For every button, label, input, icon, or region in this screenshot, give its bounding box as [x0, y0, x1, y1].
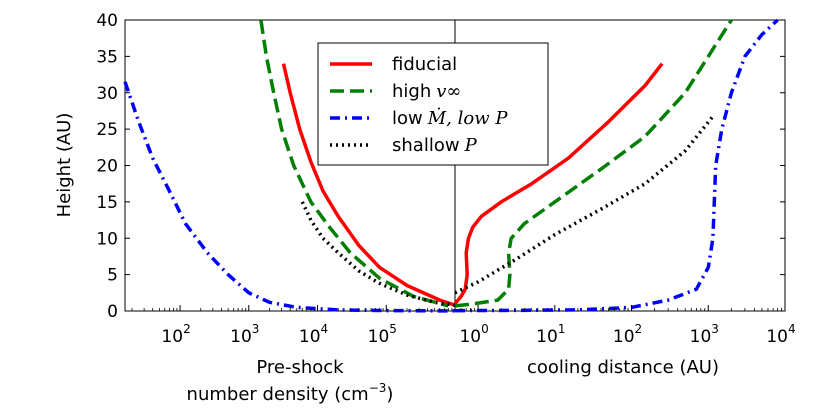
y-tick-label: 20	[96, 157, 118, 177]
legend-label-shallow_p: shallow P	[392, 135, 478, 156]
x-tick-label: 102	[613, 322, 642, 347]
right-series-low_mdot_low_p	[454, 18, 779, 313]
legend-label-high_vinf: high v∞	[392, 81, 461, 102]
legend-label-low_mdot_low_p: low Ṁ, low P	[392, 106, 508, 129]
y-tick-label: 10	[96, 229, 118, 249]
right-x-axis-label: cooling distance (AU)	[527, 357, 719, 378]
left-x-axis-label-line2: number density (cm−3)	[187, 381, 394, 405]
y-tick-label: 25	[96, 120, 118, 140]
legend: fiducial high v∞ low Ṁ, low P shallow P	[317, 42, 549, 166]
y-tick-label: 15	[96, 193, 118, 213]
x-tick-label: 104	[766, 322, 795, 347]
legend-label-fiducial: fiducial	[392, 54, 457, 75]
left-series-fiducial	[281, 63, 456, 307]
x-tick-label: 103	[690, 322, 719, 347]
y-axis-label: Height (AU)	[54, 113, 75, 218]
left-series-group	[123, 19, 456, 313]
left-series-shallow_p	[300, 201, 456, 307]
x-tick-label: 105	[368, 322, 397, 347]
x-tick-label: 104	[299, 322, 328, 347]
x-tick-label: 103	[230, 322, 259, 347]
left-y-ticks: 0 5 10 15 20 25 30 35 40	[96, 11, 785, 322]
left-series-high_vinf	[259, 19, 449, 308]
y-tick-label: 5	[107, 266, 118, 286]
y-tick-label: 30	[96, 84, 118, 104]
left-x-axis-label-line1: Pre-shock	[256, 357, 344, 378]
legend-entries: fiducial high v∞ low Ṁ, low P shallow P	[330, 54, 508, 156]
right-x-ticks: 100 101 102 103 104	[459, 305, 796, 347]
left-x-ticks: 102 103 104 105	[131, 305, 453, 347]
x-tick-label: 100	[459, 322, 488, 347]
left-panel: 0 5 10 15 20 25 30 35 40 102 103 104 105	[96, 11, 785, 347]
x-tick-label: 101	[536, 322, 565, 347]
x-tick-label: 102	[161, 322, 190, 347]
right-series-high_vinf	[454, 19, 733, 308]
right-series-group	[453, 18, 779, 313]
y-tick-label: 35	[96, 47, 118, 67]
right-panel: 100 101 102 103 104	[453, 18, 796, 347]
y-tick-label: 0	[107, 302, 118, 322]
y-tick-label: 40	[96, 11, 118, 31]
left-series-low_mdot_low_p	[123, 81, 456, 313]
